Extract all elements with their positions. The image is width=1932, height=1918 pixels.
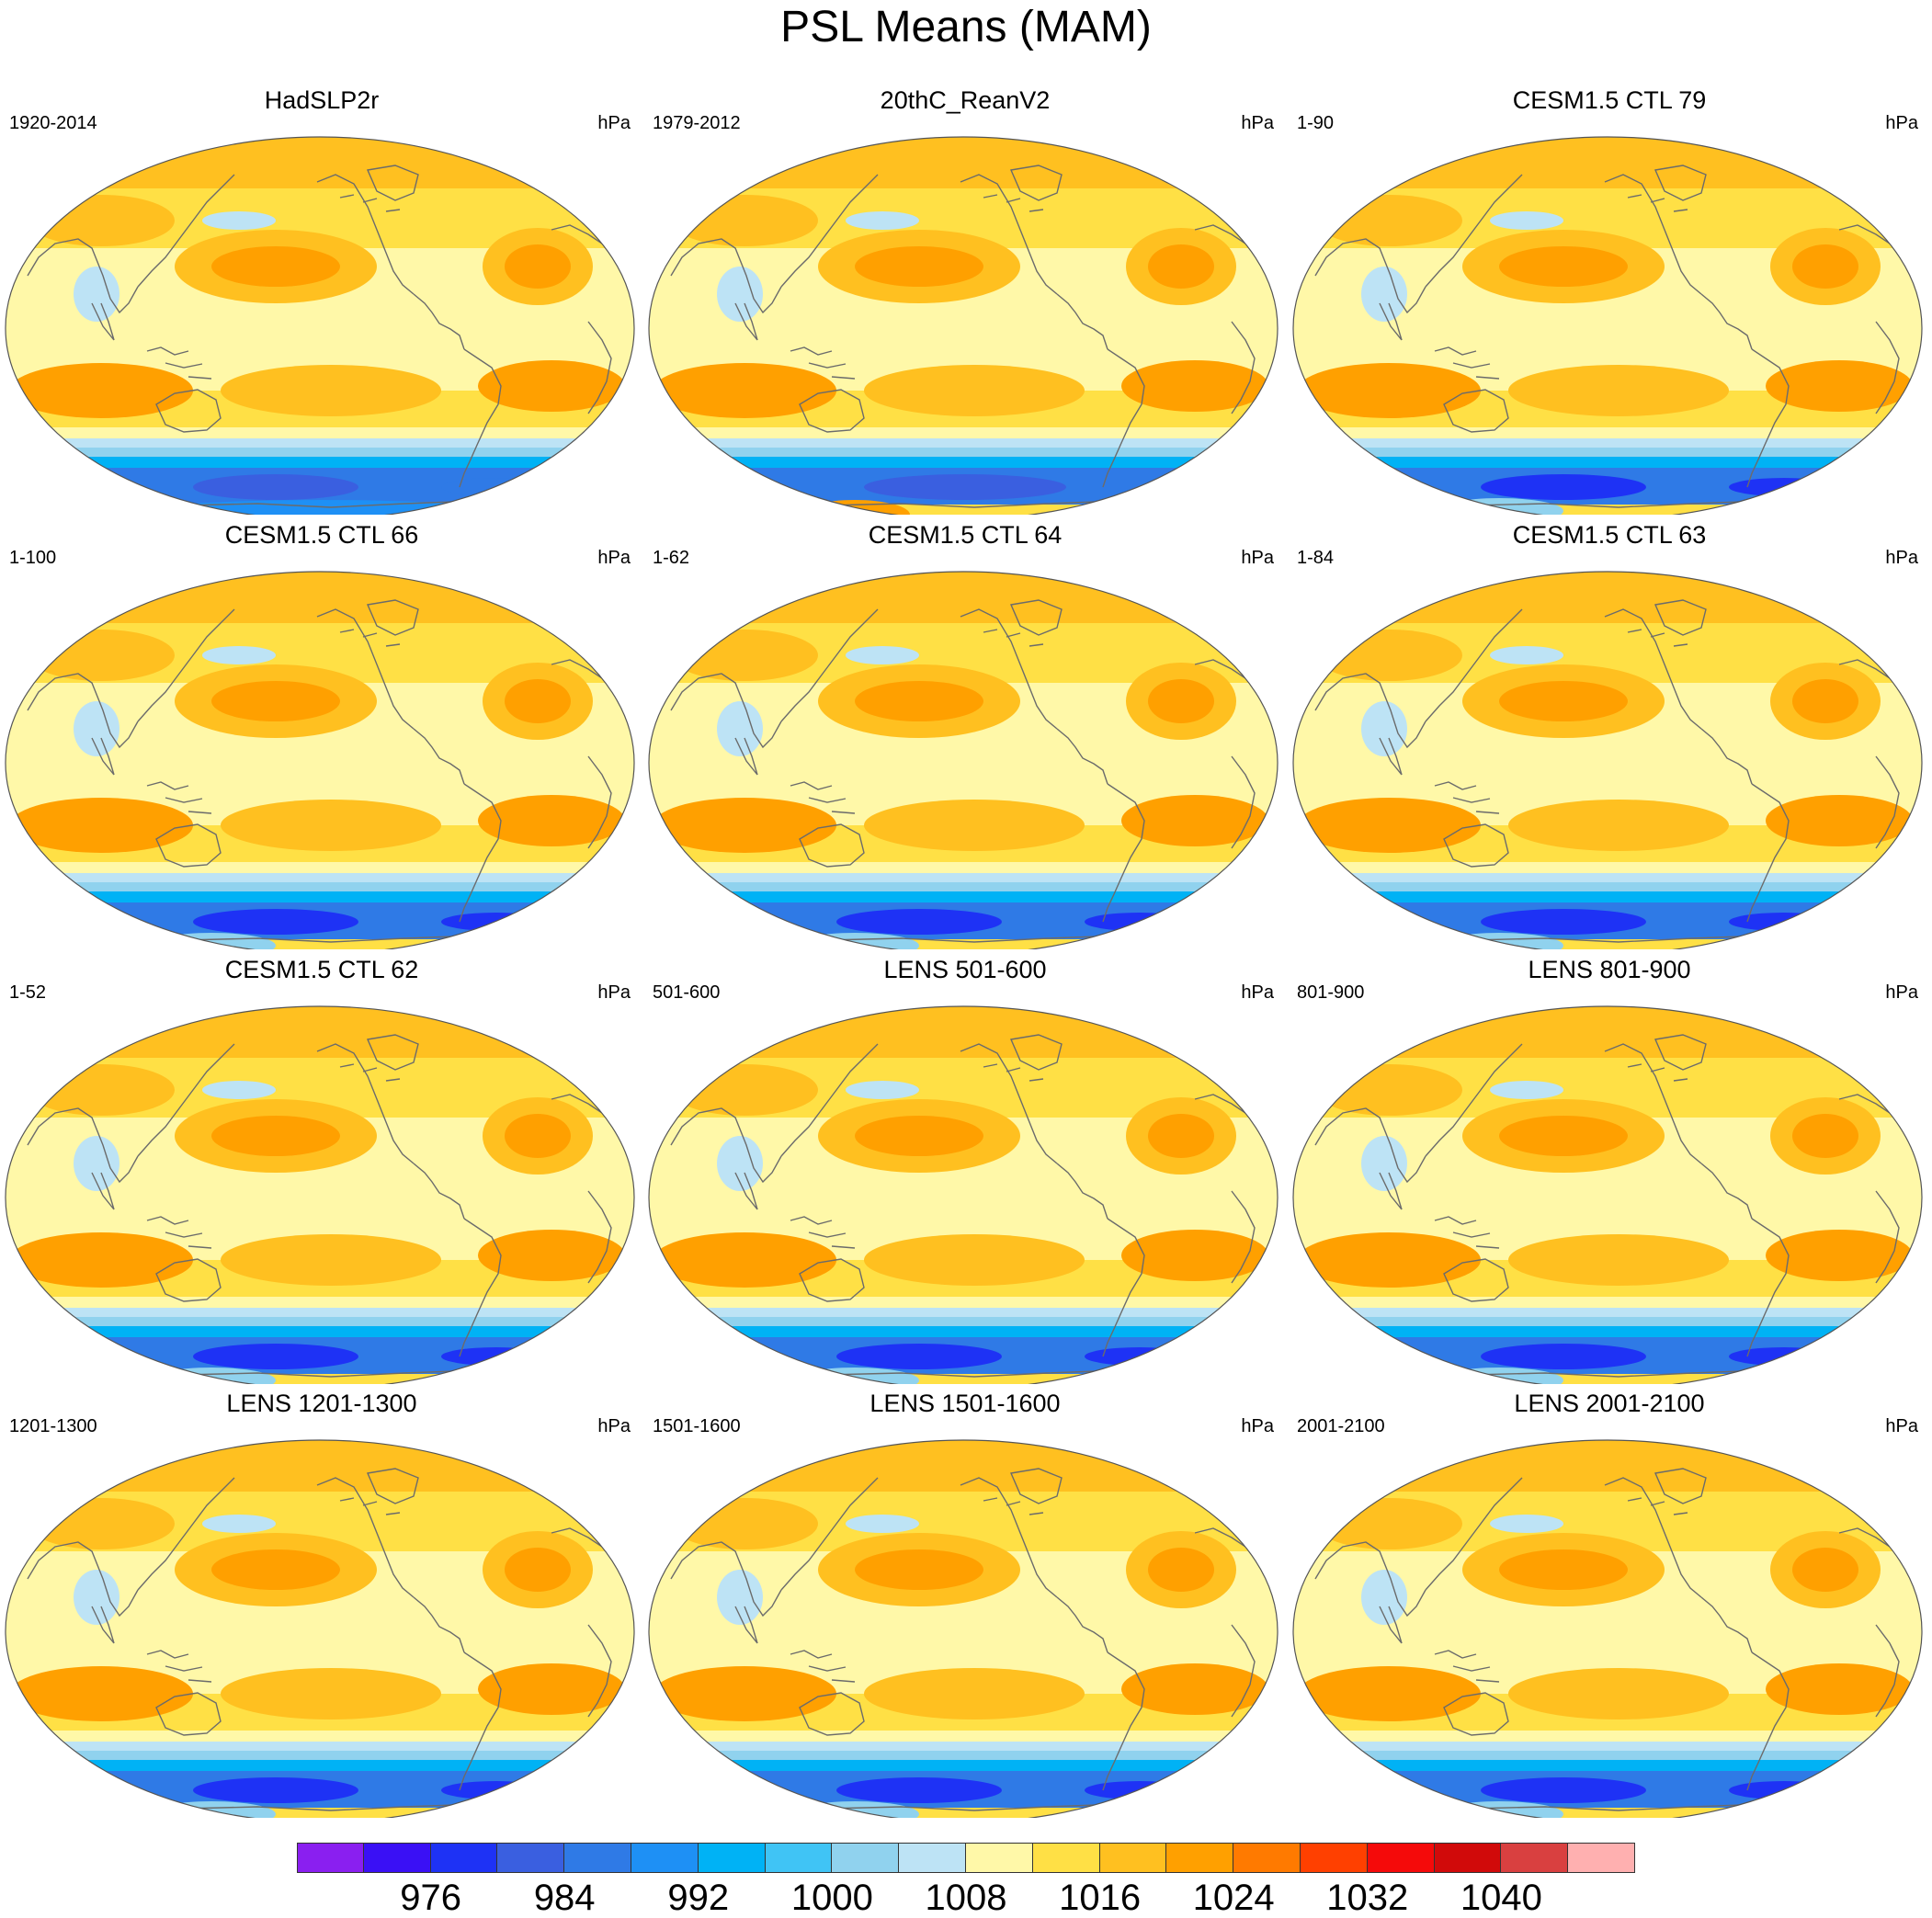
psl-contour-map [1292,1439,1923,1818]
psl-contour-map [1292,571,1923,949]
panel-title: LENS 501-600 [883,956,1047,983]
panel-period: 1-52 [9,982,47,1003]
psl-contour-map [5,1005,635,1384]
colorbar-swatch [832,1843,900,1873]
panel-period: 1501-1600 [653,1416,741,1436]
colorbar-tick-label: 1040 [1460,1878,1542,1918]
map-panel: CESM1.5 CTL 62 1-52 hPa [0,952,643,1384]
panel-title: CESM1.5 CTL 63 [1512,521,1707,549]
page-title: PSL Means (MAM) [780,3,1152,51]
psl-contour-map [648,571,1279,949]
panel-period: 501-600 [653,982,721,1003]
panel-title: CESM1.5 CTL 62 [224,956,419,983]
colorbar-tick-label: 1016 [1059,1878,1142,1918]
colorbar-swatch [899,1843,966,1873]
map-panel: LENS 801-900 801-900 hPa [1288,952,1931,1384]
panel-units: hPa [1241,982,1274,1003]
colorbar-tick-label: 984 [533,1878,596,1918]
panel-units: hPa [597,1416,631,1436]
panel-period: 1-84 [1297,548,1335,568]
colorbar-swatch [631,1843,699,1873]
panel-units: hPa [597,982,631,1003]
colorbar-swatch [1166,1843,1234,1873]
panel-period: 2001-2100 [1297,1416,1385,1436]
panel-units: hPa [1241,1416,1274,1436]
colorbar-swatch [430,1843,498,1873]
panel-period: 1979-2012 [653,113,741,133]
colorbar-swatch [363,1843,431,1873]
colorbar-frame [297,1843,1635,1873]
colorbar-tick-label: 1000 [790,1878,873,1918]
psl-contour-map [5,571,635,949]
map-panel: CESM1.5 CTL 64 1-62 hPa [643,517,1287,949]
psl-contour-map [648,1439,1279,1818]
psl-contour-map [1292,1005,1923,1384]
panel-period: 801-900 [1297,982,1365,1003]
panel-units: hPa [1885,548,1918,568]
panel-units: hPa [1885,982,1918,1003]
panel-period: 1920-2014 [9,113,97,133]
psl-contour-map [1292,136,1923,515]
map-panel: CESM1.5 CTL 79 1-90 hPa [1288,83,1931,515]
panel-title: CESM1.5 CTL 64 [868,521,1063,549]
colorbar-swatch [966,1843,1033,1873]
panel-title: 20thC_ReanV2 [880,86,1051,114]
map-panel: 20thC_ReanV2 1979-2012 hPa [643,83,1287,515]
colorbar-tick-label: 1024 [1192,1878,1275,1918]
colorbar: 976 984 992 1000 1008 1016 1024 1032 1040 [297,1843,1635,1916]
panel-title: HadSLP2r [264,86,380,114]
panel-units: hPa [1885,1416,1918,1436]
panel-title: CESM1.5 CTL 66 [224,521,419,549]
map-panel: LENS 501-600 501-600 hPa [643,952,1287,1384]
panel-units: hPa [597,548,631,568]
map-panel: CESM1.5 CTL 66 1-100 hPa [0,517,643,949]
panel-title: CESM1.5 CTL 79 [1512,86,1707,114]
colorbar-tick-label: 1008 [925,1878,1007,1918]
map-panel: CESM1.5 CTL 63 1-84 hPa [1288,517,1931,949]
colorbar-tick-label: 992 [667,1878,730,1918]
panel-units: hPa [1241,548,1274,568]
colorbar-swatch [1434,1843,1502,1873]
panel-period: 1-62 [653,548,690,568]
panel-units: hPa [597,113,631,133]
panel-period: 1201-1300 [9,1416,97,1436]
colorbar-tick-label: 1032 [1326,1878,1409,1918]
panel-title: LENS 1501-1600 [869,1390,1061,1417]
psl-contour-map [5,136,635,515]
panel-period: 1-100 [9,548,57,568]
panel-units: hPa [1241,113,1274,133]
map-panel: HadSLP2r 1920-2014 hPa [0,83,643,515]
colorbar-swatch [1032,1843,1100,1873]
colorbar-swatch [1568,1843,1635,1873]
panel-title: LENS 1201-1300 [226,1390,417,1417]
colorbar-swatch [1233,1843,1301,1873]
colorbar-swatch [564,1843,631,1873]
colorbar-swatch [1301,1843,1368,1873]
colorbar-swatch [765,1843,833,1873]
colorbar-tick-label: 976 [400,1878,461,1918]
map-panel: LENS 1501-1600 1501-1600 hPa [643,1386,1287,1818]
map-panel: LENS 2001-2100 2001-2100 hPa [1288,1386,1931,1818]
panel-units: hPa [1885,113,1918,133]
psl-contour-map [648,1005,1279,1384]
panel-title: LENS 2001-2100 [1514,1390,1705,1417]
colorbar-swatch [1501,1843,1569,1873]
colorbar-swatch [497,1843,565,1873]
colorbar-swatch [297,1843,364,1873]
colorbar-swatch [1367,1843,1435,1873]
colorbar-swatch [698,1843,766,1873]
psl-contour-map [5,1439,635,1818]
map-panel: LENS 1201-1300 1201-1300 hPa [0,1386,643,1818]
psl-contour-map [648,136,1279,515]
colorbar-swatch [1099,1843,1167,1873]
panel-title: LENS 801-900 [1528,956,1691,983]
panel-period: 1-90 [1297,113,1335,133]
